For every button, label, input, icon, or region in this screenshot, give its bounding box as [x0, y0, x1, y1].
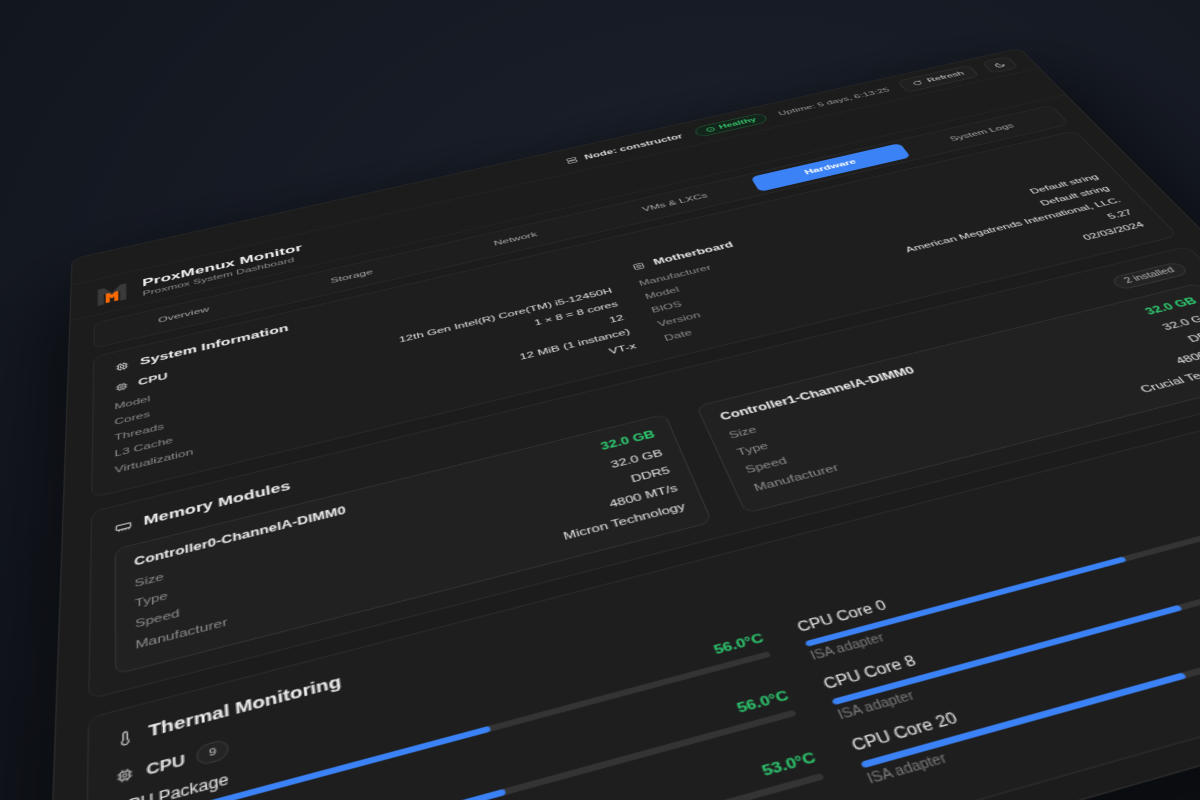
theme-toggle-button[interactable]: [981, 56, 1019, 74]
cpu-icon: [115, 765, 134, 786]
moon-icon: [992, 61, 1008, 69]
motherboard-icon: [630, 261, 647, 272]
thermometer-icon: [115, 727, 135, 748]
mb-row-date-key: Date: [662, 328, 694, 343]
check-circle-icon: [704, 126, 716, 133]
memory-installed-badge: 2 installed: [1109, 261, 1191, 291]
thermal-group-cpu-label: CPU: [146, 751, 186, 779]
refresh-icon: [910, 80, 924, 87]
refresh-label: Refresh: [925, 70, 966, 84]
cpu-section-title: CPU: [137, 370, 169, 388]
proxmenux-monitor-app: Node: constructor Healthy Uptime: 5 days…: [41, 47, 1200, 800]
status-badge-label: Healthy: [717, 116, 758, 131]
cpu-row-virtualization-value: VT-x: [607, 341, 638, 357]
proxmenux-logo-icon: [94, 280, 130, 308]
server-icon: [565, 156, 579, 164]
chip-icon: [114, 360, 130, 373]
thermal-sensor-cpu-core-8-name: CPU Core 8: [820, 652, 920, 694]
thermal-group-cpu-count: 9: [196, 738, 229, 768]
cpu-icon: [114, 380, 129, 392]
cpu-row-threads-value: 12: [607, 313, 626, 325]
memory-icon: [115, 518, 133, 534]
